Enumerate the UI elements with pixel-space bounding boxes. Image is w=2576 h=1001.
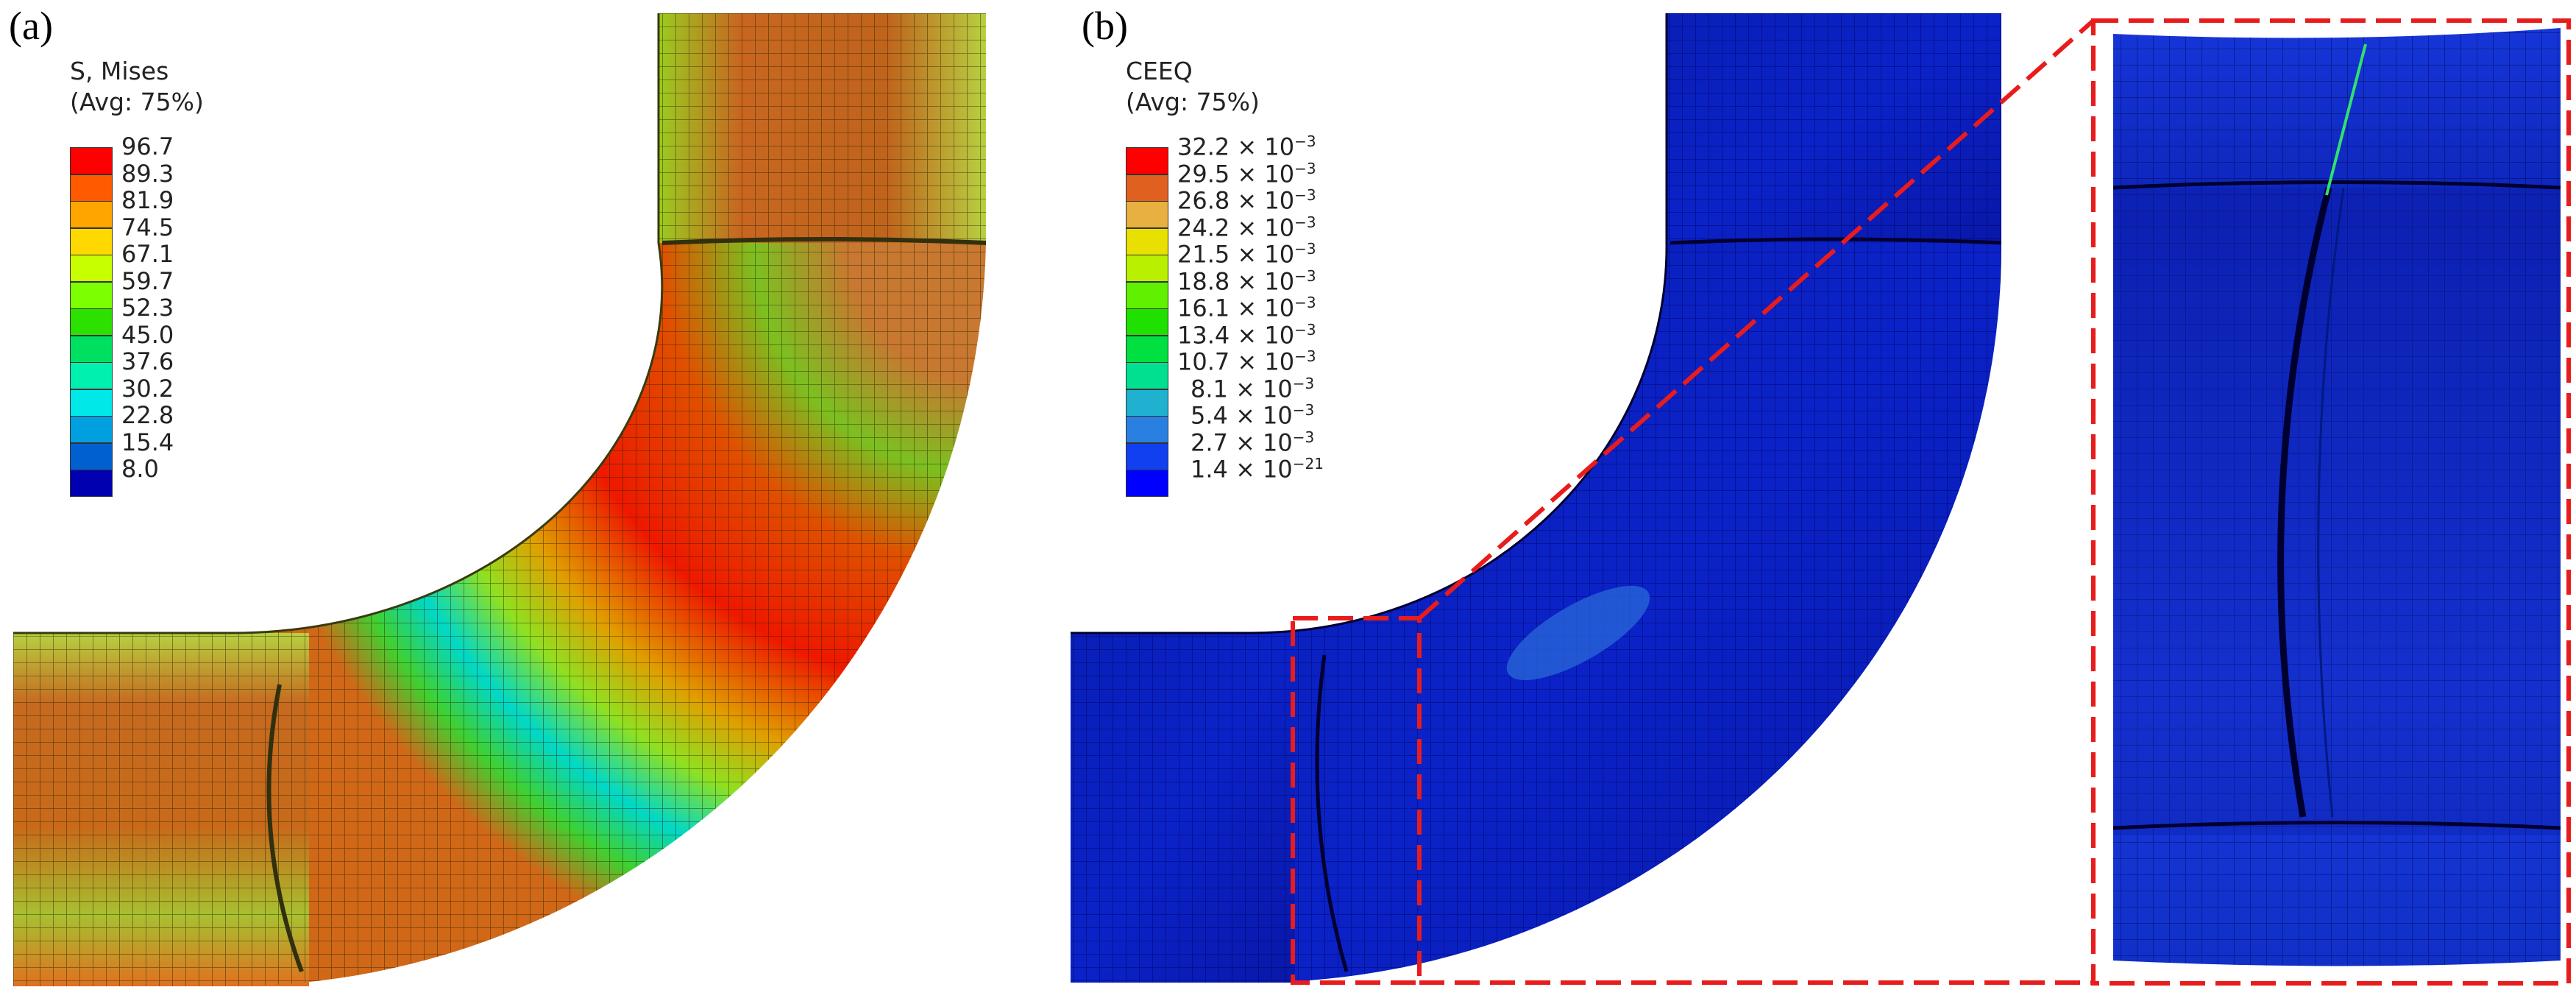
legend-value: 81.9 [121,186,174,214]
legend-ceeq: CEEQ (Avg: 75%) 32.2 × 10−3 29.5 × 10−3 26… [1126,56,1420,498]
legend-value: 89.3 [121,159,174,188]
legend-value: 67.1 [121,240,174,268]
legend-swatch [70,416,113,443]
legend-swatch [70,174,113,202]
legend-mises: S, Mises (Avg: 75%) 96.7 89.3 81.9 74.5 67.1… [70,56,291,498]
legend-swatch [1126,470,1168,497]
legend-value: 59.7 [121,266,174,295]
legend-value: 5.4 × 10−3 [1191,401,1315,430]
legend-swatch [1126,416,1168,443]
legend-swatch [1126,255,1168,282]
legend-value: 26.8 × 10−3 [1177,186,1316,215]
legend-subtitle: (Avg: 75%) [70,88,204,116]
zoom-inset [2112,28,2561,966]
legend-value: 74.5 [121,213,174,241]
zoom-inset-frame [2091,18,2571,986]
legend-swatch [1126,201,1168,228]
legend-swatch [70,362,113,389]
panel-b-label: (b) [1082,4,1128,48]
legend-swatch [70,147,113,174]
legend-swatch [70,227,113,255]
legend-swatch [70,442,113,470]
legend-value: 45.0 [121,320,174,349]
legend-value: 16.1 × 10−3 [1177,294,1316,322]
legend-swatch [1126,147,1168,174]
panel-a-pipe-model [13,13,987,986]
legend-value: 29.5 × 10−3 [1177,159,1316,188]
legend-value: 10.7 × 10−3 [1177,347,1316,376]
legend-swatch [1126,174,1168,202]
legend-value: 2.7 × 10−3 [1191,428,1315,457]
legend-swatch [70,308,113,336]
legend-swatch [1126,442,1168,470]
legend-value: 18.8 × 10−3 [1177,266,1316,296]
legend-swatch [1126,335,1168,363]
legend-subtitle: (Avg: 75%) [1126,88,1260,116]
zoom-region-box [1291,616,1422,985]
legend-value: 96.7 [121,132,174,160]
legend-value: 52.3 [121,294,174,322]
legend-title: S, Mises [70,57,169,85]
legend-value: 24.2 × 10−3 [1177,213,1316,242]
panel-a-label: (a) [9,4,53,48]
legend-value: 8.1 × 10−3 [1191,374,1315,403]
legend-value: 15.4 [121,428,174,456]
panel-b-pipe-model [1071,13,2002,983]
legend-value: 30.2 [121,374,174,403]
legend-swatch [70,281,113,309]
legend-swatch [70,335,113,363]
legend-value: 22.8 [121,401,174,429]
legend-value: 21.5 × 10−3 [1177,240,1316,269]
legend-value: 1.4 × 10−21 [1191,455,1324,484]
legend-swatch [1126,281,1168,309]
zoom-indicator [1291,18,2571,986]
legend-value: 8.0 [121,455,159,483]
legend-swatch [70,201,113,228]
legend-swatch [70,389,113,417]
zoom-connector-top [1418,18,2095,620]
legend-swatch [1126,227,1168,255]
legend-title: CEEQ [1126,57,1193,85]
legend-value: 37.6 [121,347,174,375]
legend-value: 32.2 × 10−3 [1177,132,1316,161]
legend-value: 13.4 × 10−3 [1177,320,1316,350]
legend-swatch [1126,362,1168,389]
legend-swatch [70,255,113,282]
legend-swatch [1126,389,1168,417]
legend-swatch [70,470,113,497]
legend-swatch [1126,308,1168,336]
